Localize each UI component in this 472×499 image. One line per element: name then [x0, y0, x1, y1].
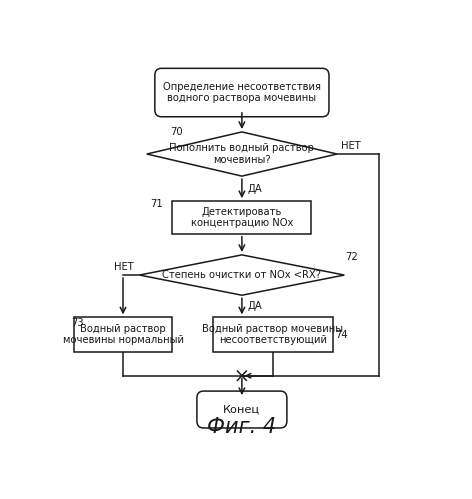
Text: НЕТ: НЕТ [341, 141, 361, 151]
Text: ДА: ДА [247, 184, 262, 194]
Text: Определение несоответствия
водного раствора мочевины: Определение несоответствия водного раств… [163, 82, 321, 103]
FancyBboxPatch shape [155, 68, 329, 117]
Text: Пополнить водный раствор
мочевины?: Пополнить водный раствор мочевины? [169, 143, 314, 165]
Bar [172, 201, 312, 234]
Bar [74, 317, 172, 352]
Text: Детектировать
концентрацию NOx: Детектировать концентрацию NOx [191, 207, 293, 228]
Text: 74: 74 [335, 330, 348, 340]
Text: 72: 72 [345, 252, 358, 262]
Text: Водный раствор
мочевины нормальный: Водный раствор мочевины нормальный [62, 324, 184, 345]
Text: ДА: ДА [247, 301, 262, 311]
Text: Степень очистки от NOx <RX?: Степень очистки от NOx <RX? [162, 270, 321, 280]
Text: НЕТ: НЕТ [114, 261, 134, 271]
Polygon shape [147, 132, 337, 176]
Text: Конец: Конец [223, 405, 261, 415]
Polygon shape [140, 255, 345, 295]
FancyBboxPatch shape [197, 391, 287, 428]
Text: 71: 71 [151, 199, 163, 209]
Text: 73: 73 [71, 318, 84, 328]
Text: 70: 70 [170, 127, 183, 137]
Text: Водный раствор мочевины
несоответствующий: Водный раствор мочевины несоответствующи… [202, 324, 344, 345]
Text: Фиг. 4: Фиг. 4 [207, 417, 277, 437]
Bar [212, 317, 333, 352]
